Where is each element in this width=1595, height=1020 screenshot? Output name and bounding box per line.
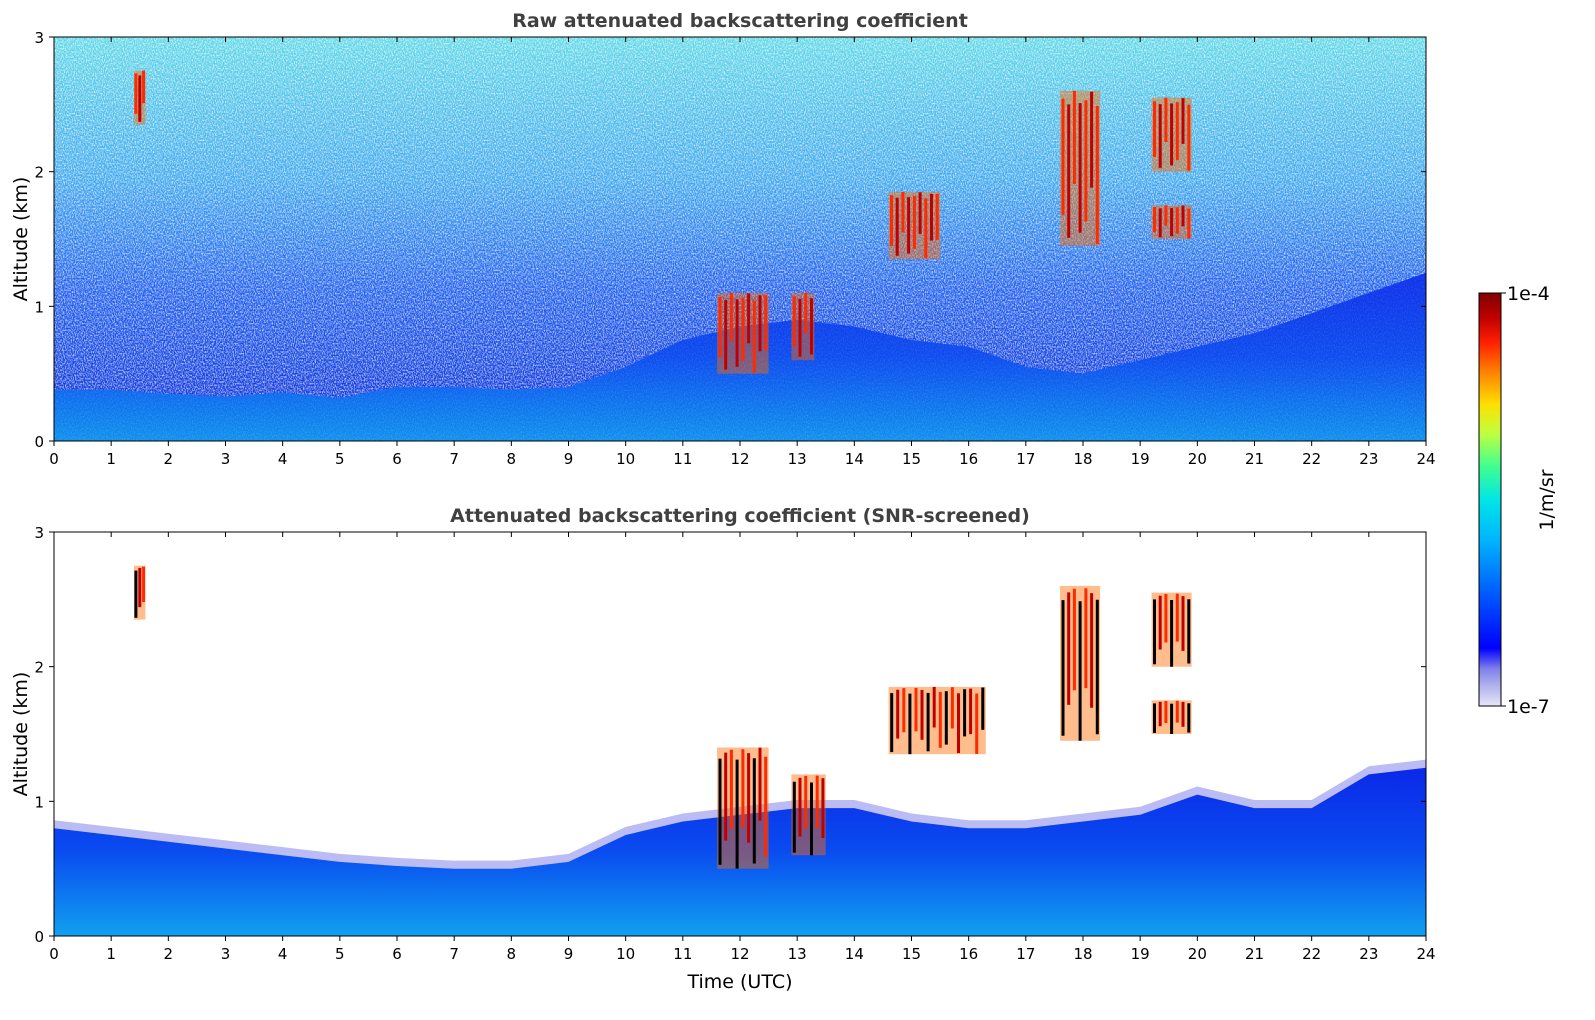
x-tick-label: 13 bbox=[788, 450, 807, 468]
y-tick-label: 3 bbox=[34, 29, 44, 47]
x-tick-label: 14 bbox=[845, 945, 864, 963]
boundary-layer bbox=[54, 272, 1426, 441]
y-tick-label: 2 bbox=[34, 164, 44, 182]
y-tick-label: 1 bbox=[34, 793, 44, 811]
colorbar-min-label: 1e-7 bbox=[1507, 696, 1550, 718]
x-tick-label: 5 bbox=[335, 945, 345, 963]
x-tick-label: 4 bbox=[278, 450, 288, 468]
colorbar-gradient bbox=[1478, 292, 1502, 707]
x-tick-label: 12 bbox=[730, 450, 749, 468]
x-tick-label: 18 bbox=[1073, 945, 1092, 963]
x-tick-label: 20 bbox=[1188, 945, 1207, 963]
boundary-layer bbox=[54, 759, 1426, 936]
y-tick-label: 0 bbox=[34, 433, 44, 451]
x-tick-label: 14 bbox=[845, 450, 864, 468]
x-tick-label: 21 bbox=[1245, 945, 1264, 963]
colorbar-unit-label: 1/m/sr bbox=[1536, 469, 1558, 530]
x-tick-label: 13 bbox=[788, 945, 807, 963]
cloud-feature bbox=[1151, 592, 1192, 667]
x-tick-label: 9 bbox=[564, 945, 574, 963]
boundary-layer-area bbox=[54, 272, 1426, 441]
cloud-feature bbox=[888, 191, 941, 260]
y-tick-label: 1 bbox=[34, 298, 44, 316]
cloud-feature bbox=[1151, 205, 1192, 239]
x-axis-label: Time (UTC) bbox=[686, 971, 792, 993]
panel-title: Raw attenuated backscattering coefficien… bbox=[512, 10, 968, 32]
cloud-feature bbox=[134, 70, 146, 125]
cloud-feature bbox=[717, 747, 769, 869]
cloud-feature bbox=[791, 774, 826, 856]
x-tick-label: 7 bbox=[449, 450, 459, 468]
cloud-feature bbox=[1060, 585, 1101, 741]
x-tick-label: 1 bbox=[106, 450, 116, 468]
x-tick-label: 17 bbox=[1016, 945, 1035, 963]
cloud-feature bbox=[1060, 90, 1101, 246]
x-tick-label: 16 bbox=[959, 945, 978, 963]
x-tick-label: 12 bbox=[730, 945, 749, 963]
x-tick-label: 4 bbox=[278, 945, 288, 963]
x-tick-label: 0 bbox=[49, 450, 59, 468]
x-tick-label: 20 bbox=[1188, 450, 1207, 468]
x-tick-label: 11 bbox=[673, 945, 692, 963]
axes: 0 1 2 3 4 5 6 7 8 9 10 11 12 13 14 15 16 17 18 19 20 21 22 23 24… bbox=[34, 29, 1435, 468]
x-tick-label: 6 bbox=[392, 450, 402, 468]
cloud-feature bbox=[717, 292, 769, 374]
x-tick-label: 2 bbox=[164, 450, 174, 468]
y-axis-label: Altitude (km) bbox=[10, 672, 32, 797]
panel-title: Attenuated backscattering coefficient (S… bbox=[450, 505, 1030, 527]
x-tick-label: 3 bbox=[221, 945, 231, 963]
y-tick-label: 3 bbox=[34, 524, 44, 542]
x-tick-label: 0 bbox=[49, 945, 59, 963]
x-tick-label: 3 bbox=[221, 450, 231, 468]
x-tick-label: 22 bbox=[1302, 450, 1321, 468]
x-tick-label: 23 bbox=[1359, 450, 1378, 468]
x-tick-label: 10 bbox=[616, 450, 635, 468]
x-tick-label: 24 bbox=[1416, 945, 1435, 963]
cloud-halo bbox=[791, 774, 826, 856]
x-tick-label: 24 bbox=[1416, 450, 1435, 468]
x-tick-label: 22 bbox=[1302, 945, 1321, 963]
x-tick-label: 23 bbox=[1359, 945, 1378, 963]
axes: 0 1 2 3 4 5 6 7 8 9 10 11 12 13 14 15 16 17 18 19 20 21 22 23 24… bbox=[34, 524, 1435, 963]
x-tick-label: 6 bbox=[392, 945, 402, 963]
raw-backscatter-panel: Raw attenuated backscattering coefficien… bbox=[10, 10, 1436, 468]
x-tick-label: 17 bbox=[1016, 450, 1035, 468]
colorbar: 1e-4 1e-7 1/m/sr bbox=[1478, 283, 1558, 718]
cloud-feature bbox=[1151, 97, 1192, 172]
cloud-layer bbox=[134, 565, 1192, 869]
y-axis-label: Altitude (km) bbox=[10, 177, 32, 302]
x-tick-label: 8 bbox=[507, 945, 517, 963]
cloud-layer bbox=[134, 70, 1192, 374]
x-tick-label: 11 bbox=[673, 450, 692, 468]
x-tick-label: 1 bbox=[106, 945, 116, 963]
x-tick-label: 15 bbox=[902, 450, 921, 468]
cloud-feature bbox=[888, 686, 986, 755]
cloud-halo bbox=[791, 292, 815, 361]
screened-backscatter-panel: Attenuated backscattering coefficient (S… bbox=[10, 505, 1436, 993]
cloud-feature bbox=[134, 565, 146, 620]
x-tick-label: 19 bbox=[1131, 945, 1150, 963]
boundary-layer-area bbox=[54, 767, 1426, 936]
x-tick-label: 15 bbox=[902, 945, 921, 963]
x-tick-label: 10 bbox=[616, 945, 635, 963]
x-tick-label: 9 bbox=[564, 450, 574, 468]
x-tick-label: 5 bbox=[335, 450, 345, 468]
y-tick-label: 0 bbox=[34, 928, 44, 946]
x-tick-label: 21 bbox=[1245, 450, 1264, 468]
x-tick-label: 19 bbox=[1131, 450, 1150, 468]
y-tick-label: 2 bbox=[34, 659, 44, 677]
x-tick-label: 18 bbox=[1073, 450, 1092, 468]
cloud-feature bbox=[1151, 700, 1192, 734]
cloud-feature bbox=[791, 292, 815, 361]
x-tick-label: 8 bbox=[507, 450, 517, 468]
x-tick-label: 16 bbox=[959, 450, 978, 468]
x-tick-label: 7 bbox=[449, 945, 459, 963]
x-tick-label: 2 bbox=[164, 945, 174, 963]
colorbar-max-label: 1e-4 bbox=[1507, 283, 1550, 305]
